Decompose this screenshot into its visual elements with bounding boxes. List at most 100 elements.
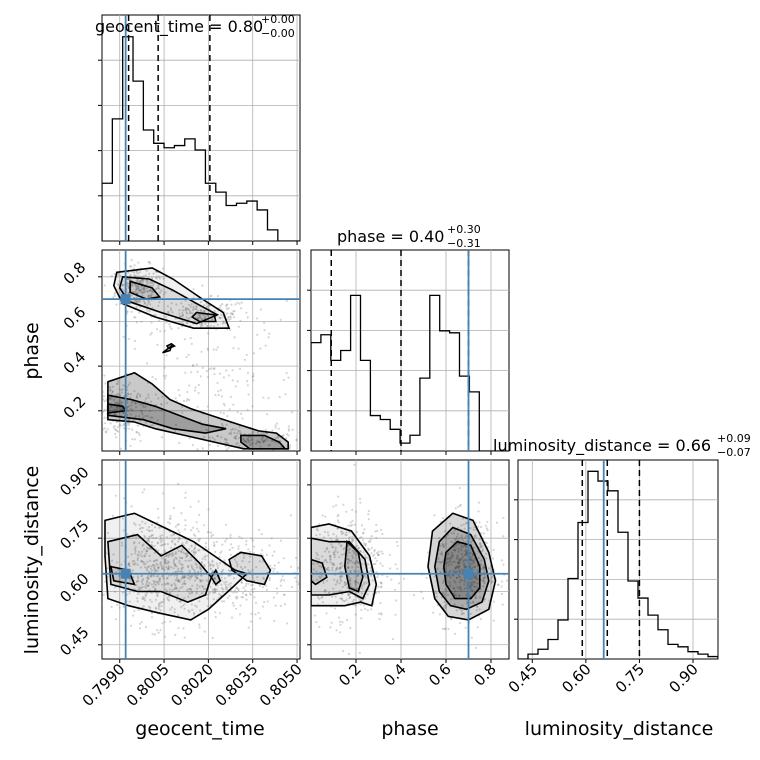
sample-point [435, 595, 438, 598]
sample-point [91, 393, 93, 395]
sample-point [245, 441, 248, 444]
sample-point [338, 567, 341, 571]
sample-point [436, 567, 439, 570]
sample-point [375, 536, 378, 540]
sample-point [458, 570, 461, 573]
sample-point [162, 267, 165, 270]
sample-point [164, 588, 167, 591]
sample-point [183, 338, 186, 341]
sample-point [474, 565, 477, 569]
sample-point [441, 560, 444, 563]
sample-point [141, 279, 144, 282]
sample-point [198, 538, 201, 541]
sample-point [446, 557, 449, 560]
sample-point [318, 533, 321, 536]
hist-luminosity-distance [514, 459, 719, 663]
sample-point [253, 596, 256, 599]
sample-point [108, 409, 111, 412]
sample-point [355, 530, 358, 534]
sample-point [108, 397, 111, 400]
sample-point [376, 576, 379, 579]
sample-point [102, 398, 105, 401]
sample-point [211, 591, 215, 594]
sample-point [341, 650, 345, 653]
sample-point [166, 562, 169, 565]
sample-point [211, 560, 214, 564]
sample-point [446, 558, 449, 561]
sample-point [380, 528, 383, 531]
sample-point [339, 566, 342, 569]
sample-point [217, 393, 220, 397]
sample-point [452, 587, 455, 590]
sample-point [126, 388, 129, 391]
sample-point [102, 410, 105, 413]
sample-point [137, 261, 140, 264]
sample-point [194, 544, 197, 547]
sample-point [172, 567, 175, 570]
sample-point [160, 395, 163, 398]
sample-point [197, 383, 200, 387]
sample-point [203, 556, 206, 559]
sample-point [240, 307, 243, 310]
sample-point [111, 514, 114, 518]
sample-point [154, 607, 157, 610]
sample-point [324, 550, 327, 553]
sample-point [204, 554, 207, 558]
sample-point [162, 577, 165, 580]
sample-point [251, 431, 254, 434]
sample-point [115, 408, 118, 411]
sample-point [214, 393, 217, 397]
sample-point [433, 575, 436, 578]
sample-point [487, 567, 490, 570]
sample-point [114, 291, 117, 294]
sample-point [272, 570, 275, 573]
sample-point [235, 587, 238, 590]
sample-point [146, 290, 149, 293]
sample-point [479, 546, 482, 549]
sample-point [189, 337, 192, 340]
sample-point [100, 424, 102, 426]
sample-point [243, 440, 246, 443]
sample-point [198, 626, 201, 629]
sample-point [142, 416, 145, 419]
sample-point [388, 553, 391, 557]
sample-point [156, 581, 159, 584]
sample-point [178, 570, 181, 573]
sample-point [334, 583, 337, 586]
sample-point [94, 394, 96, 396]
sample-point [145, 546, 149, 549]
sample-point [283, 603, 287, 606]
sample-point [457, 550, 460, 553]
sample-point [216, 346, 219, 349]
sample-point [188, 610, 191, 613]
sample-point [188, 547, 191, 551]
sample-point [331, 595, 334, 598]
sample-point [166, 576, 169, 579]
sample-point [114, 494, 117, 497]
sample-point [188, 309, 191, 312]
title-luminosity-distance: luminosity_distance = 0.66 [493, 436, 711, 456]
sample-point [438, 537, 441, 540]
sample-point [229, 553, 232, 557]
sample-point [483, 598, 486, 601]
sample-point [339, 576, 342, 579]
sample-point [377, 591, 380, 594]
sample-point [185, 307, 188, 310]
sample-point [353, 569, 356, 572]
sample-point [127, 271, 130, 274]
sample-point [207, 531, 210, 534]
histogram-step [102, 36, 300, 241]
sample-point [492, 619, 495, 622]
sample-point [340, 553, 343, 556]
sample-point [464, 544, 467, 547]
sample-point [282, 557, 285, 560]
sample-point [145, 287, 148, 290]
sample-point [149, 598, 152, 601]
sample-point [194, 550, 197, 553]
sample-point [158, 287, 161, 290]
sample-point [147, 396, 150, 399]
sample-point [260, 438, 263, 441]
sample-point [133, 563, 136, 566]
sample-point [127, 562, 130, 566]
sample-point [391, 638, 394, 641]
